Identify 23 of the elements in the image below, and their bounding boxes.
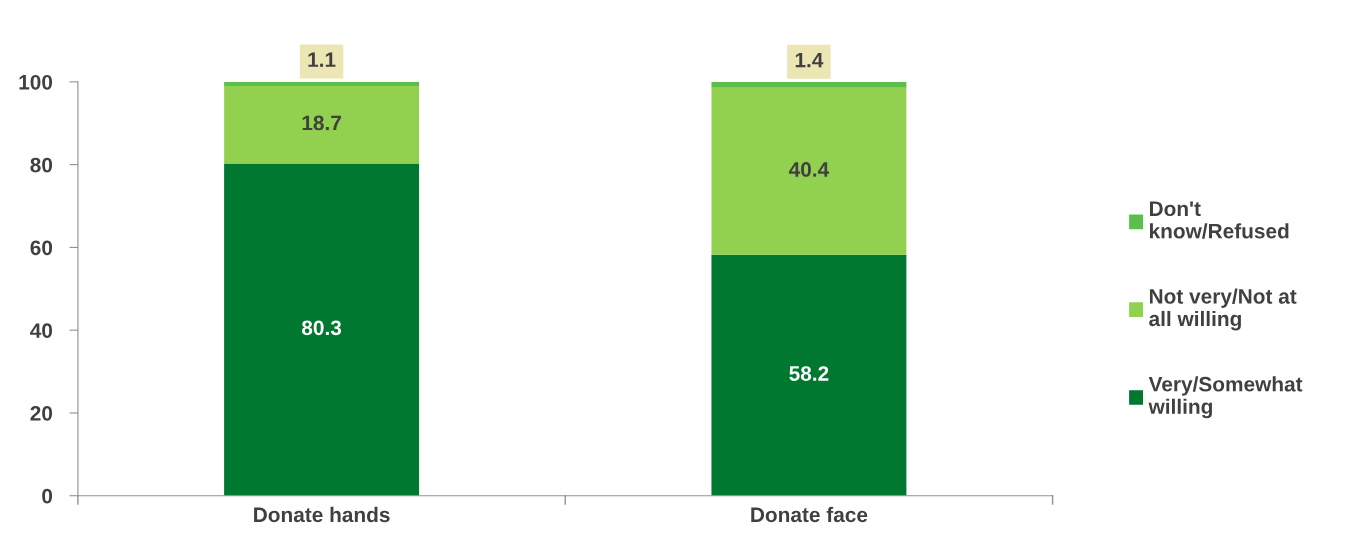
bar <box>711 254 907 496</box>
legend-label: Don't know/Refused <box>1149 201 1289 239</box>
bar <box>224 86 420 164</box>
legend-label: Not very/Not at all willing <box>1149 288 1297 331</box>
legend-label: Very/Somewhat willing <box>1148 376 1303 419</box>
bar <box>711 81 907 88</box>
bar <box>711 87 907 255</box>
x-tick-label: Donate face <box>751 506 868 523</box>
data-label: 58.2 <box>789 366 829 381</box>
data-label: 1.4 <box>795 52 824 68</box>
data-label: 18.7 <box>302 115 341 131</box>
y-tick-label: 100 <box>19 74 53 90</box>
data-label: 40.4 <box>788 162 830 177</box>
bar <box>224 163 420 496</box>
data-label: 80.3 <box>301 320 342 336</box>
y-tick-label: 80 <box>30 157 53 173</box>
y-tick-label: 20 <box>30 405 53 421</box>
y-tick-label: 0 <box>42 488 53 504</box>
data-label: 1.1 <box>308 52 336 67</box>
x-tick-label: Donate hands <box>254 506 390 523</box>
bar <box>224 81 420 87</box>
y-tick-label: 40 <box>30 323 53 338</box>
y-tick-label: 60 <box>30 240 53 256</box>
